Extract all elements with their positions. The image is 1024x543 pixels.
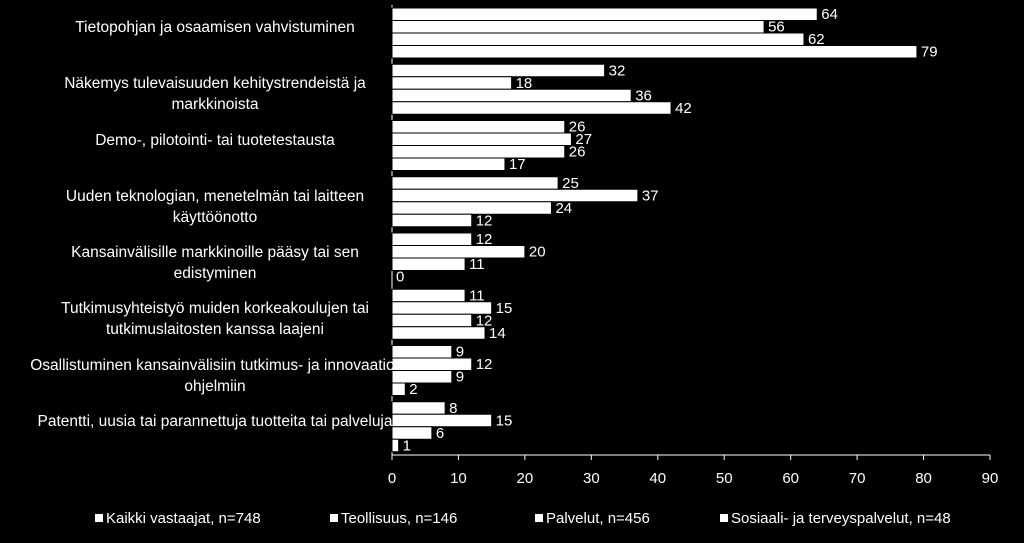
bar [391, 101, 672, 115]
value-label: 37 [642, 187, 659, 204]
x-tick-label: 10 [450, 470, 467, 487]
bar [391, 201, 552, 215]
value-label: 11 [469, 256, 485, 273]
value-label: 25 [562, 175, 579, 192]
value-label: 64 [821, 6, 838, 23]
value-label: 15 [496, 412, 513, 429]
bar [391, 145, 566, 159]
value-label: 14 [489, 325, 506, 342]
x-tick-label: 60 [782, 470, 799, 487]
bar [391, 370, 453, 384]
bar [391, 326, 486, 340]
value-label: 6 [436, 425, 444, 442]
category-label: Tietopohjan ja osaamisen vahvistuminen [75, 19, 355, 36]
bar [391, 438, 400, 453]
bar [391, 245, 526, 259]
bar [391, 120, 566, 134]
category-label: Patentti, uusia tai parannettuja tuottei… [37, 412, 393, 430]
bar [391, 288, 466, 303]
value-label: 2 [409, 381, 417, 398]
legend-marker [720, 514, 728, 522]
value-label: 12 [476, 356, 493, 373]
bar [391, 426, 433, 440]
value-label: 26 [569, 144, 586, 161]
value-label: 36 [635, 87, 652, 104]
bar [391, 188, 639, 203]
legend-marker [95, 514, 103, 522]
value-label: 8 [449, 400, 457, 417]
bar [391, 413, 493, 428]
value-label: 11 [469, 287, 485, 304]
x-tick-label: 20 [517, 470, 534, 487]
category-label: Näkemys tulevaisuuden kehitystrendeistä … [64, 75, 366, 114]
bar [391, 257, 466, 271]
bar [391, 7, 818, 21]
value-label: 17 [509, 156, 526, 173]
bar [391, 88, 632, 103]
value-label: 18 [516, 75, 533, 92]
bar [391, 345, 453, 359]
value-label: 12 [476, 231, 493, 248]
value-label: 20 [529, 244, 546, 261]
x-tick-label: 40 [649, 470, 666, 487]
x-tick-label: 50 [716, 470, 733, 487]
bar [391, 213, 473, 228]
category-label: Kansainvälisille markkinoille pääsy tai … [71, 244, 359, 282]
bar [391, 32, 805, 46]
legend-marker [535, 514, 543, 522]
bar [391, 132, 572, 146]
category-label: Uuden teknologian, menetelmän tai laitte… [65, 187, 365, 226]
value-label: 27 [575, 131, 592, 148]
bar [391, 157, 506, 171]
value-label: 62 [808, 31, 825, 48]
x-tick-label: 0 [388, 470, 396, 487]
value-label: 9 [456, 369, 464, 386]
bar [391, 20, 765, 34]
category-label: Demo-, pilotointi- tai tuotetestausta [95, 131, 335, 149]
legend-marker [330, 514, 338, 522]
value-label: 1 [403, 437, 411, 454]
value-label: 26 [569, 119, 586, 136]
bar [391, 76, 513, 90]
value-label: 32 [609, 62, 626, 79]
category-label: Osallistuminen kansainvälisiin tutkimus-… [30, 356, 400, 395]
value-label: 56 [768, 19, 785, 36]
bar [391, 232, 473, 246]
value-label: 24 [555, 200, 572, 217]
value-label: 9 [456, 344, 464, 361]
bar [391, 63, 606, 78]
bar [391, 313, 473, 328]
value-label: 15 [496, 300, 513, 317]
legend-label: Sosiaali- ja terveyspalvelut, n=48 [731, 510, 951, 527]
legend-label: Teollisuus, n=146 [341, 510, 457, 527]
x-tick-label: 70 [849, 470, 866, 487]
bar [391, 45, 918, 59]
value-label: 42 [675, 100, 692, 117]
bar [391, 176, 559, 190]
value-label: 12 [476, 212, 493, 229]
value-label: 79 [921, 44, 938, 61]
bar [391, 382, 406, 396]
legend-label: Kaikki vastaajat, n=748 [106, 510, 261, 527]
x-tick-label: 90 [982, 470, 999, 487]
x-tick-label: 30 [583, 470, 600, 487]
value-label: 12 [476, 312, 493, 329]
x-tick-label: 80 [915, 470, 932, 487]
legend-label: Palvelut, n=456 [546, 510, 650, 527]
value-label: 0 [396, 269, 404, 286]
category-label: Tutkimusyhteistyö muiden korkeakoulujen … [61, 300, 369, 339]
